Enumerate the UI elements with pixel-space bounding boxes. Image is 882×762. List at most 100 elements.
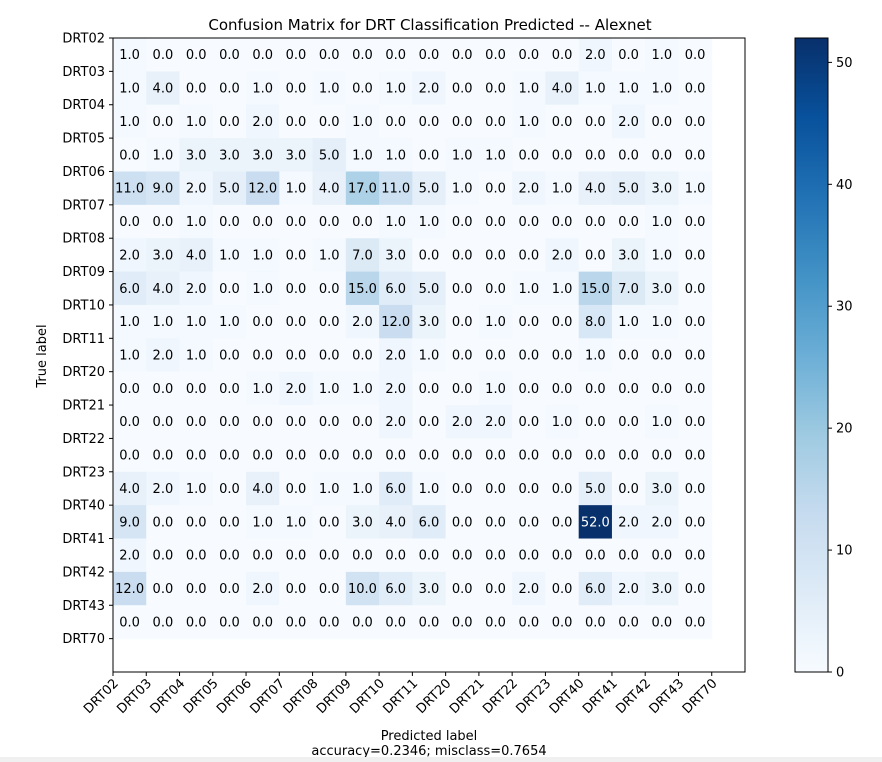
heatmap-cell — [146, 238, 181, 273]
cell-value-label: 0.0 — [585, 248, 606, 263]
heatmap-cell — [113, 505, 147, 540]
cell-value-label: 0.0 — [219, 515, 240, 530]
heatmap-cell — [545, 371, 580, 406]
cell-value-label: 2.0 — [352, 315, 373, 330]
heatmap-cell — [312, 138, 347, 173]
heatmap-cell — [113, 338, 147, 373]
heatmap-cell — [312, 438, 347, 473]
heatmap-cell — [412, 338, 447, 373]
cell-value-label: 0.0 — [219, 115, 240, 130]
cell-value-label: 0.0 — [685, 515, 706, 530]
heatmap-cell — [478, 304, 513, 339]
cell-value-label: 0.0 — [186, 48, 207, 63]
cell-value-label: 0.0 — [153, 115, 174, 130]
heatmap-cell — [279, 138, 314, 173]
heatmap-cell — [611, 238, 646, 273]
heatmap-cell — [545, 405, 580, 440]
heatmap-cell — [478, 538, 513, 573]
heatmap-cell — [678, 138, 713, 173]
cell-value-label: 0.0 — [186, 582, 207, 597]
x-tick-label: DRT41 — [580, 676, 621, 717]
heatmap-cell — [611, 471, 646, 506]
cell-value-label: 1.0 — [186, 349, 207, 364]
cell-value-label: 0.0 — [618, 549, 639, 564]
y-tick-label: DRT43 — [62, 599, 105, 614]
heatmap-cell — [678, 538, 713, 573]
heatmap-cell — [146, 438, 181, 473]
heatmap-cell — [113, 538, 147, 573]
cell-value-label: 2.0 — [385, 382, 406, 397]
heatmap-cell — [246, 171, 280, 206]
cell-value-label: 0.0 — [352, 415, 373, 430]
cell-value-label: 1.0 — [385, 215, 406, 230]
cell-value-label: 4.0 — [385, 515, 406, 530]
heatmap-cell — [113, 304, 147, 339]
heatmap-cell — [179, 38, 214, 72]
heatmap-cell — [212, 271, 247, 306]
heatmap-cell — [246, 605, 280, 640]
heatmap-cell — [279, 371, 314, 406]
cell-value-label: 0.0 — [552, 449, 573, 464]
heatmap-cell — [179, 238, 214, 273]
heatmap-cell — [146, 405, 181, 440]
heatmap-cell — [345, 304, 380, 339]
cell-value-label: 0.0 — [352, 215, 373, 230]
heatmap-cell — [578, 571, 613, 606]
cell-value-label: 2.0 — [119, 549, 140, 564]
cell-value-label: 0.0 — [452, 382, 473, 397]
cell-value-label: 1.0 — [352, 382, 373, 397]
heatmap-cell — [478, 505, 513, 540]
heatmap-cell — [312, 38, 347, 72]
heatmap-cell — [611, 438, 646, 473]
cell-value-label: 3.0 — [186, 148, 207, 163]
heatmap-cell — [212, 138, 247, 173]
colorbar-tick-label: 50 — [836, 56, 853, 71]
heatmap-cell — [113, 171, 147, 206]
heatmap-cell — [412, 571, 447, 606]
heatmap-cell — [312, 271, 347, 306]
colorbar — [794, 37, 829, 673]
heatmap-cell — [179, 571, 214, 606]
heatmap-cell — [279, 71, 314, 106]
cell-value-label: 0.0 — [385, 615, 406, 630]
heatmap-cell — [512, 138, 547, 173]
heatmap-cell — [545, 438, 580, 473]
cell-value-label: 4.0 — [252, 482, 273, 497]
cell-value-label: 0.0 — [286, 115, 307, 130]
heatmap-cell — [379, 371, 413, 406]
cell-value-label: 1.0 — [452, 148, 473, 163]
cell-value-label: 4.0 — [552, 82, 573, 97]
heatmap-cell — [212, 204, 247, 239]
heatmap-cell — [578, 138, 613, 173]
cell-value-label: 0.0 — [651, 449, 672, 464]
heatmap-cell — [545, 571, 580, 606]
heatmap-cell — [645, 438, 680, 473]
heatmap-cell — [678, 505, 713, 540]
cell-value-label: 2.0 — [618, 115, 639, 130]
cell-value-label: 2.0 — [153, 349, 174, 364]
heatmap-cell — [645, 138, 680, 173]
heatmap-cell — [645, 38, 680, 72]
heatmap-cell — [279, 204, 314, 239]
heatmap-cell — [279, 238, 314, 273]
cell-value-label: 1.0 — [119, 82, 140, 97]
heatmap-cell — [345, 238, 380, 273]
cell-value-label: 6.0 — [585, 582, 606, 597]
cell-value-label: 8.0 — [585, 315, 606, 330]
heatmap-cell — [412, 271, 447, 306]
heatmap-cell — [445, 571, 480, 606]
cell-value-label: 0.0 — [485, 582, 506, 597]
cell-value-label: 3.0 — [651, 282, 672, 297]
heatmap-cell — [312, 338, 347, 373]
cell-value-label: 6.0 — [385, 482, 406, 497]
heatmap-cell — [512, 438, 547, 473]
cell-value-label: 4.0 — [186, 248, 207, 263]
heatmap-cell — [512, 104, 547, 139]
heatmap-cell — [512, 371, 547, 406]
cell-value-label: 1.0 — [352, 482, 373, 497]
cell-value-label: 11.0 — [381, 182, 410, 197]
heatmap-cell — [445, 538, 480, 573]
cell-value-label: 12.0 — [381, 315, 410, 330]
cell-value-label: 0.0 — [286, 282, 307, 297]
heatmap-cell — [379, 38, 413, 72]
